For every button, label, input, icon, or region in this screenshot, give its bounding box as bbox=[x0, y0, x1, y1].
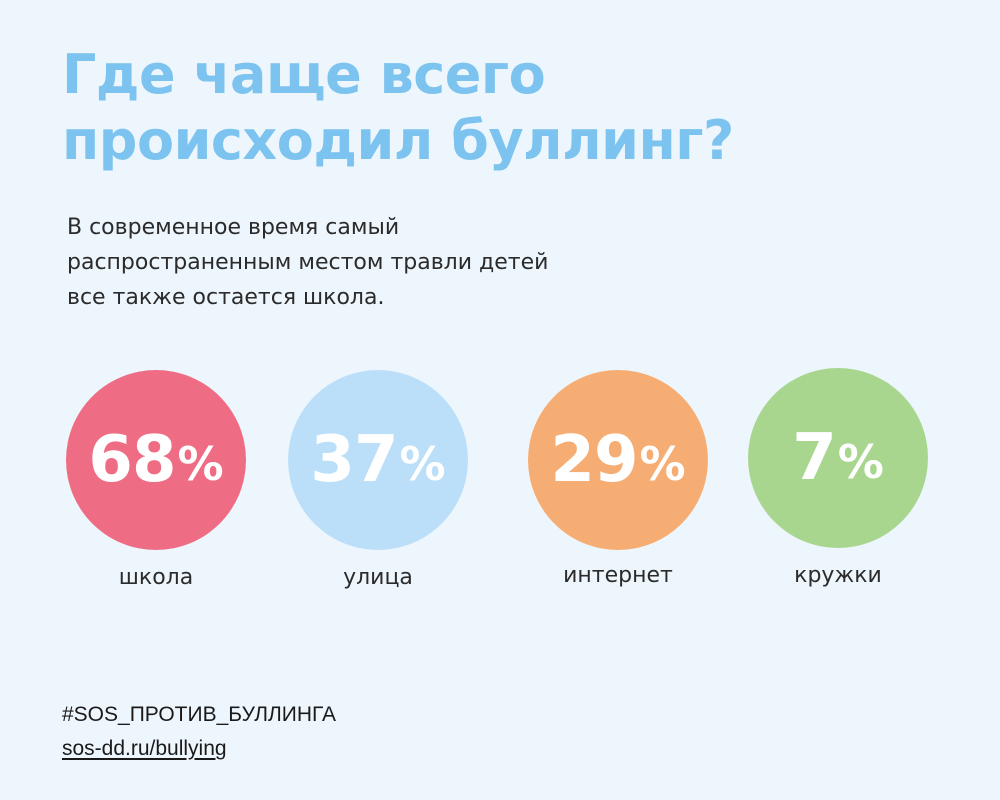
stat-unit-clubs: % bbox=[837, 435, 884, 489]
stat-school: 68% школа bbox=[66, 370, 246, 590]
stat-value-street: 37 bbox=[310, 423, 398, 497]
title-line-2: происходил буллинг? bbox=[62, 109, 734, 172]
stat-clubs: 7% кружки bbox=[748, 368, 928, 588]
stat-street: 37% улица bbox=[288, 370, 468, 590]
subtitle-line-1: В современное время самый bbox=[67, 215, 400, 240]
stat-unit-school: % bbox=[177, 437, 224, 491]
subtitle: В современное время самый распространенн… bbox=[67, 210, 627, 315]
subtitle-line-2: распространенным местом травли детей bbox=[67, 250, 549, 275]
stat-circle-street: 37% bbox=[288, 370, 468, 550]
title-line-1: Где чаще всего bbox=[62, 43, 546, 106]
footer: #SOS_ПРОТИВ_БУЛЛИНГА sos-dd.ru/bullying bbox=[62, 698, 336, 766]
stat-label-clubs: кружки bbox=[794, 563, 882, 588]
stat-value-internet: 29 bbox=[550, 423, 638, 497]
stat-value-clubs: 7 bbox=[792, 421, 837, 495]
stat-internet: 29% интернет bbox=[528, 370, 708, 588]
stat-circle-internet: 29% bbox=[528, 370, 708, 550]
stat-label-street: улица bbox=[343, 565, 413, 590]
footer-link[interactable]: sos-dd.ru/bullying bbox=[62, 737, 227, 760]
stat-label-internet: интернет bbox=[563, 563, 673, 588]
stat-label-school: школа bbox=[118, 565, 194, 590]
footer-hashtag: #SOS_ПРОТИВ_БУЛЛИНГА bbox=[62, 703, 337, 726]
stat-circle-clubs: 7% bbox=[748, 368, 928, 548]
page-title: Где чаще всего происходил буллинг? bbox=[62, 42, 942, 174]
stat-unit-street: % bbox=[399, 437, 446, 491]
stat-unit-internet: % bbox=[639, 437, 686, 491]
subtitle-line-3: все также остается школа. bbox=[67, 285, 385, 310]
stat-value-school: 68 bbox=[88, 423, 176, 497]
stat-circle-school: 68% bbox=[66, 370, 246, 550]
